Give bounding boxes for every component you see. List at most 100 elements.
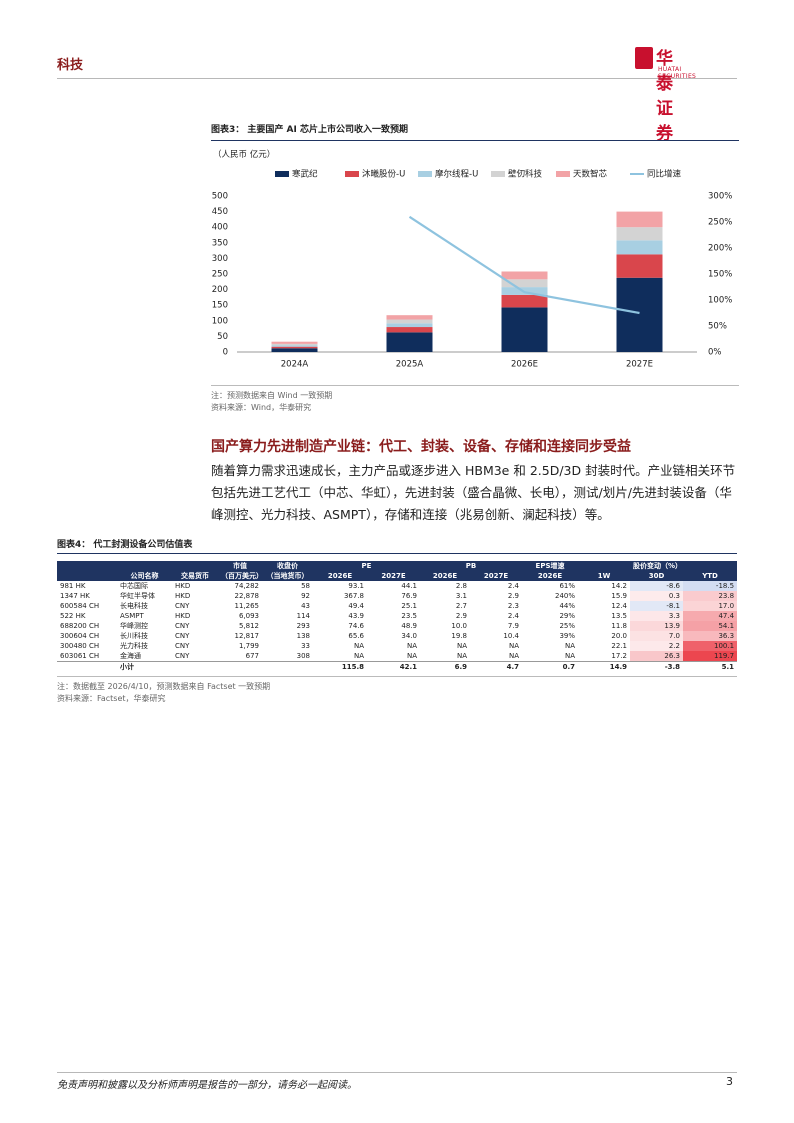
- header-rule: [57, 78, 737, 79]
- y-tick-label: 250: [212, 270, 228, 280]
- header-cell: EPS增速: [522, 561, 579, 571]
- table-cell: 长川科技: [120, 632, 148, 640]
- table-body: 981 HK 中芯国际 HKD 74,282 58 93.1 44.1 2.8 2.4 61% 14…: [57, 581, 738, 672]
- table-cell: [218, 661, 262, 672]
- table-cell: NA: [456, 642, 468, 650]
- table-cell: 12.4: [611, 602, 628, 610]
- valuation-table: 市值 收盘价 PE PB EPS增速 股价变动（%） 公司名称 交易货币 （百万美元…: [57, 561, 738, 672]
- table-cell: 金海通: [120, 652, 141, 660]
- table-cell: 10.4: [503, 632, 520, 640]
- table-cell: 14.9: [578, 661, 631, 672]
- header-cell: 2026E: [522, 571, 579, 581]
- x-tick-label: 2025A: [396, 360, 424, 370]
- table-cell: CNY: [175, 652, 190, 660]
- bar-segment: [616, 254, 663, 278]
- table-cell: 1347 HK: [60, 592, 90, 600]
- table-cell: 300604 CH: [60, 632, 100, 640]
- bar-segment: [271, 348, 318, 352]
- y-tick-label: 200: [212, 285, 228, 295]
- y-tick-label: 0: [223, 348, 228, 358]
- table-cell: 19.8: [451, 632, 468, 640]
- subtotal-label: 小计: [117, 661, 172, 672]
- bar-segment: [386, 323, 433, 328]
- table-cell: 3.3: [630, 611, 684, 621]
- header-cell: 2026E: [313, 571, 367, 581]
- table-cell: 54.1: [683, 621, 738, 631]
- y-tick-label: 400: [212, 223, 228, 233]
- table-cell: 308: [296, 652, 310, 660]
- figure-source: 资料来源：Wind，华泰研究: [211, 403, 312, 412]
- table-cell: 65.6: [348, 632, 364, 640]
- table-rule: [57, 553, 737, 554]
- table-cell: 43.9: [348, 612, 364, 620]
- table-cell: 17.0: [683, 601, 738, 611]
- legend-swatch: [556, 171, 570, 177]
- table-cell: 39%: [559, 632, 576, 640]
- y-tick-label: 350: [212, 238, 228, 248]
- table-cell: 300480 CH: [60, 642, 100, 650]
- table-cell: CNY: [175, 632, 190, 640]
- table-cell: 2.7: [455, 602, 468, 610]
- y-tick-label: 300: [212, 254, 228, 264]
- table-row: 522 HK ASMPT HKD 6,093 114 43.9 23.5 2.9 2.4 29% 1…: [57, 611, 738, 621]
- table-cell: 13.9: [630, 621, 684, 631]
- footer-rule: [57, 1072, 737, 1073]
- table-cell: -8.6: [630, 581, 684, 591]
- y-tick-label: 50: [217, 332, 228, 342]
- table-cell: 7.9: [507, 622, 520, 630]
- bar-segment: [501, 307, 548, 352]
- table-cell: NA: [508, 652, 520, 660]
- header-cell: （当地货币）: [262, 571, 313, 581]
- section-heading: 国产算力先进制造产业链：代工、封装、设备、存储和连接同步受益: [211, 439, 631, 455]
- table-cell: 981 HK: [60, 582, 86, 590]
- table-cell: 11.8: [611, 622, 628, 630]
- logo-subtext: HUATAI SECURITIES: [658, 66, 697, 80]
- table-cell: 33: [301, 642, 310, 650]
- legend-swatch: [345, 171, 359, 177]
- bar-segment: [386, 319, 433, 324]
- header-cell: 收盘价: [262, 561, 313, 571]
- figure-title: 图表3： 主要国产 AI 芯片上市公司收入一致预期: [211, 125, 408, 135]
- x-tick-label: 2024A: [281, 360, 309, 370]
- table-row: 1347 HK 华虹半导体 HKD 22,878 92 367.8 76.9 3.1 2.9 24…: [57, 591, 738, 601]
- header-cell: PE: [313, 561, 421, 571]
- table-cell: 华虹半导体: [120, 592, 155, 600]
- table-cell: 603061 CH: [60, 652, 100, 660]
- table-cell: 2.4: [507, 582, 520, 590]
- logo-mark: [635, 47, 653, 69]
- table-cell: 光力科技: [120, 642, 148, 650]
- table-cell: 15.9: [611, 592, 628, 600]
- bar-segment: [271, 346, 318, 349]
- table-cell: [172, 661, 218, 672]
- table-cell: 中芯国际: [120, 582, 148, 590]
- bar-segment: [271, 345, 318, 347]
- table-cell: 14.2: [611, 582, 628, 590]
- table-cell: 42.1: [367, 661, 421, 672]
- table-cell: 2.8: [455, 582, 468, 590]
- y2-tick-label: 50%: [708, 322, 727, 332]
- y2-tick-label: 300%: [708, 192, 732, 202]
- legend-label: 寒武纪: [292, 169, 318, 180]
- legend-label: 沐曦股份-U: [362, 169, 405, 180]
- page-number: 3: [726, 1075, 733, 1088]
- table-cell: 17.2: [611, 652, 628, 660]
- table-cell: 44%: [559, 602, 576, 610]
- growth-line: [408, 215, 640, 315]
- table-cell: 12,817: [234, 632, 260, 640]
- table-cell: NA: [353, 642, 364, 650]
- table-row: 688200 CH 华峰测控 CNY 5,812 293 74.6 48.9 10.0 7.9 2…: [57, 621, 738, 631]
- y2-tick-label: 150%: [708, 270, 732, 280]
- header-cell: 30D: [630, 571, 684, 581]
- table-cell: 3.1: [455, 592, 468, 600]
- legend-label: 摩尔线程-U: [435, 169, 478, 180]
- table-cell: 74,282: [234, 582, 260, 590]
- table-cell: 600584 CH: [60, 602, 100, 610]
- table-cell: NA: [406, 652, 418, 660]
- table-cell: 293: [296, 622, 310, 630]
- subtotal-row: 小计 115.8 42.1 6.9 4.7 0.7 14.9 -3.8 5.1: [57, 661, 738, 672]
- table-cell: 2.9: [507, 592, 520, 600]
- table-cell: [57, 661, 117, 672]
- table-cell: 58: [301, 582, 310, 590]
- table-cell: 114: [296, 612, 310, 620]
- legend-swatch: [275, 171, 289, 177]
